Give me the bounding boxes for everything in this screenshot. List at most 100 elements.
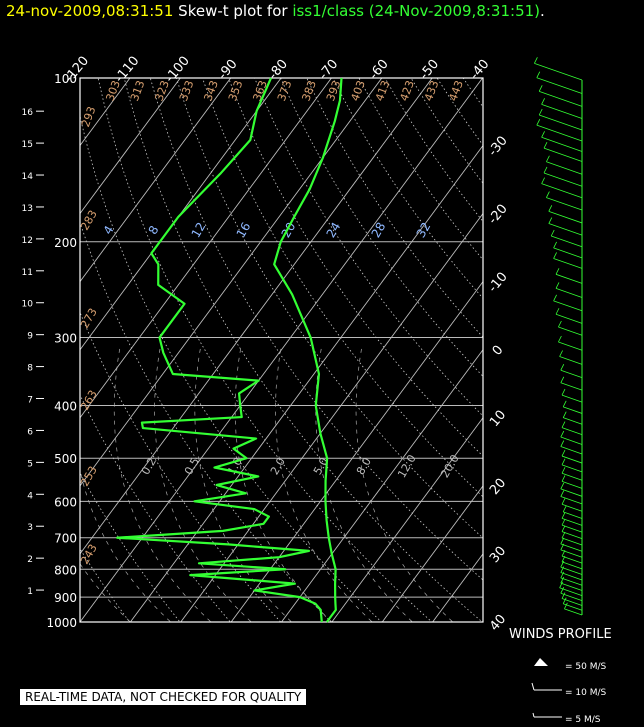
wind-barb	[560, 382, 583, 391]
temp-label-top: -90	[215, 57, 240, 83]
wind-barb	[539, 114, 583, 131]
wind-barb-tick	[560, 482, 565, 490]
mixing-ratio-label-lower: 12.0	[395, 452, 419, 480]
wind-legend-10: = 10 M/S	[565, 688, 607, 698]
wind-barb	[561, 531, 583, 540]
theta-label: 443	[447, 79, 466, 103]
wind-barb	[536, 124, 583, 142]
wind-barb	[541, 183, 583, 199]
dry-adiabat	[384, 78, 483, 223]
wind-barb	[560, 549, 583, 558]
dry-adiabat	[306, 78, 483, 338]
wind-barb	[555, 288, 583, 298]
height-label: 7	[27, 396, 33, 406]
temp-label-right: 20	[487, 476, 509, 498]
wind-barb-tick	[558, 320, 562, 328]
moist-adiabat	[234, 345, 333, 622]
wind-barb	[561, 481, 583, 489]
height-label: 6	[27, 427, 33, 437]
moist-adiabat	[80, 345, 172, 622]
height-label: 4	[27, 491, 33, 501]
wind-barb-tick	[558, 335, 562, 343]
wind-barb-tick	[546, 191, 550, 198]
pressure-label: 900	[54, 591, 77, 605]
wind-barb	[543, 147, 583, 162]
wind-barb	[561, 455, 583, 464]
wind-barb-tick	[561, 512, 566, 519]
moist-adiabat	[194, 345, 293, 622]
wind-barb	[561, 524, 583, 533]
isotherm	[80, 78, 81, 79]
wind-barb-tick	[562, 505, 567, 513]
isotherm	[80, 78, 282, 351]
temp-label-right: 40	[487, 612, 509, 634]
theta-label: 413	[373, 79, 392, 103]
height-label: 5	[27, 459, 33, 469]
pressure-label: 600	[54, 495, 77, 509]
wind-barb-tick	[561, 388, 566, 396]
pressure-label: 300	[54, 332, 77, 346]
pressure-label: 700	[54, 532, 77, 546]
wind-barb-tick	[560, 566, 565, 573]
wind-barb-tick	[561, 475, 566, 482]
dry-adiabat	[332, 78, 483, 299]
wind-barb	[559, 356, 583, 365]
wind-barb-tick	[562, 400, 567, 408]
isotherm	[180, 212, 483, 622]
theta-label: 433	[422, 79, 441, 103]
wind-barb	[548, 223, 583, 236]
wind-barb	[561, 427, 583, 435]
dewpoint-profile	[116, 77, 323, 623]
wind-barb	[563, 406, 583, 414]
wind-barb	[560, 496, 583, 505]
quality-disclaimer: REAL-TIME DATA, NOT CHECKED FOR QUALITY	[20, 689, 307, 705]
wind-barb-tick	[561, 525, 566, 532]
wind-barb	[553, 300, 583, 312]
wind-barb	[560, 572, 583, 581]
dry-adiabat	[80, 548, 131, 622]
height-label: 16	[22, 108, 34, 118]
dry-adiabat-label: 243	[78, 542, 100, 567]
dry-adiabat	[80, 114, 383, 622]
mixing-ratio-label: 20	[279, 220, 299, 240]
wind-barbs	[534, 57, 583, 616]
mixing-ratio-label: 12	[189, 220, 209, 240]
wind-barb	[561, 555, 583, 564]
wind-barb	[560, 488, 583, 497]
wind-barb	[561, 472, 583, 481]
wind-barb	[561, 394, 583, 403]
wind-barb	[551, 235, 583, 248]
wind-barb-tick	[541, 177, 545, 184]
wind-barb-tick	[560, 376, 565, 383]
dry-adiabat	[462, 78, 483, 108]
dry-adiabat	[80, 311, 282, 622]
temp-label-top: -70	[316, 57, 341, 83]
dry-adiabat	[123, 78, 483, 622]
wind-barb-tick	[534, 57, 538, 64]
moist-adiabat	[275, 345, 373, 622]
wind-barb-tick	[561, 467, 566, 474]
pressure-label: 400	[54, 400, 77, 414]
wind-legend-50: = 50 M/S	[565, 662, 607, 672]
wind-barb-tick	[559, 581, 563, 588]
mixing-ratio-label: 4	[101, 223, 117, 237]
dry-adiabat-label: 263	[78, 388, 100, 413]
isotherm	[280, 348, 483, 622]
wind-barb-tick	[561, 458, 566, 466]
plot-frame	[79, 77, 484, 623]
wind-barb	[546, 161, 583, 175]
temp-label-right: 0	[490, 343, 507, 359]
height-label: 15	[22, 140, 33, 150]
wind-barb-tick	[548, 205, 553, 212]
theta-label: 423	[398, 79, 417, 103]
dry-adiabat	[436, 78, 483, 146]
isotherm	[80, 78, 483, 622]
dry-adiabat	[410, 78, 483, 184]
wind-barb	[560, 446, 583, 455]
moist-adiabat	[355, 345, 454, 622]
height-label: 2	[27, 555, 33, 565]
wind-barb-tick	[555, 308, 560, 315]
height-label: 9	[27, 332, 33, 342]
wind-barb	[546, 197, 583, 211]
wind-barb-tick	[564, 602, 568, 610]
